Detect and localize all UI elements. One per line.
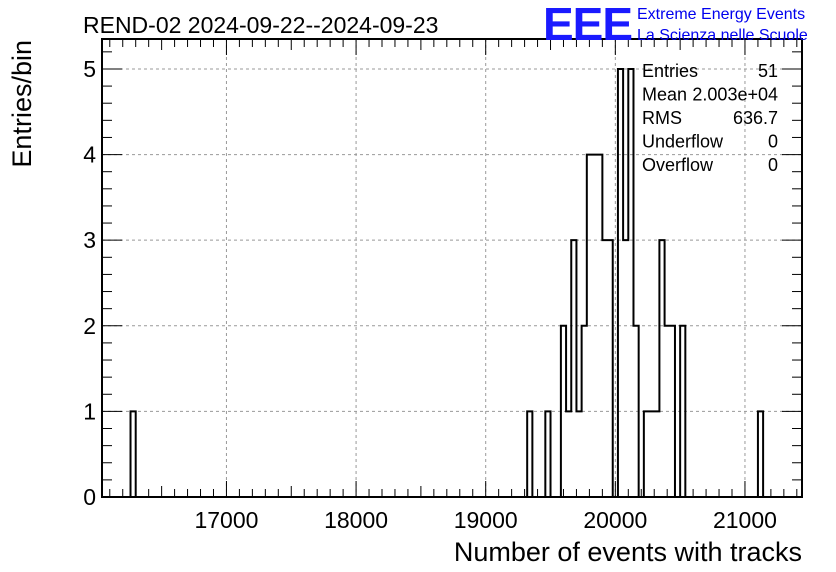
histogram-bin [623,240,628,497]
y-tick-label: 2 [83,313,96,339]
x-tick-label: 18000 [324,507,388,533]
x-axis-title: Number of events with tracks [454,537,802,567]
stats-label: Underflow [642,132,724,152]
histogram-bin [576,411,581,497]
logo-line-1: Extreme Energy Events [637,6,805,23]
x-tick-label: 20000 [583,507,647,533]
logo-mark: EEE [543,0,632,50]
stats-label: Overflow [642,155,714,175]
y-axis-title: Entries/bin [7,40,37,168]
x-tick-label: 19000 [454,507,518,533]
y-tick-label: 5 [83,56,96,82]
stats-value: 51 [758,61,778,81]
stats-label: RMS [642,108,682,128]
axis-ticks [102,39,802,498]
stats-label: Entries [642,61,698,81]
plot-frame [101,38,803,498]
logo-line-2: La Scienza nelle Scuole [637,27,808,44]
stats-label: Mean [642,85,687,105]
grid-lines [102,39,802,497]
y-tick-labels: 0 1 2 3 4 5 [83,56,96,510]
histogram-bin [654,411,659,497]
stats-value: 636.7 [733,108,778,128]
stats-value: 0 [768,132,778,152]
logo: EEE Extreme Energy Events La Scienza nel… [543,0,808,50]
y-tick-label: 4 [83,142,96,168]
plot-title: REND-02 2024-09-22--2024-09-23 [83,12,438,38]
x-tick-label: 17000 [194,507,258,533]
histogram-bin [566,411,571,497]
histogram-bin [602,240,607,497]
stats-value: 0 [768,155,778,175]
histogram-bin [649,411,654,497]
x-tick-label: 21000 [713,507,777,533]
x-tick-labels: 17000 18000 19000 20000 21000 [194,507,776,533]
stats-value: 2.003e+04 [692,85,778,105]
y-tick-label: 3 [83,227,96,253]
y-tick-label: 1 [83,398,96,424]
stats-box: Entries 51 Mean 2.003e+04 RMS 636.7 Underflow 0… [642,61,778,175]
y-tick-label: 0 [83,484,96,510]
